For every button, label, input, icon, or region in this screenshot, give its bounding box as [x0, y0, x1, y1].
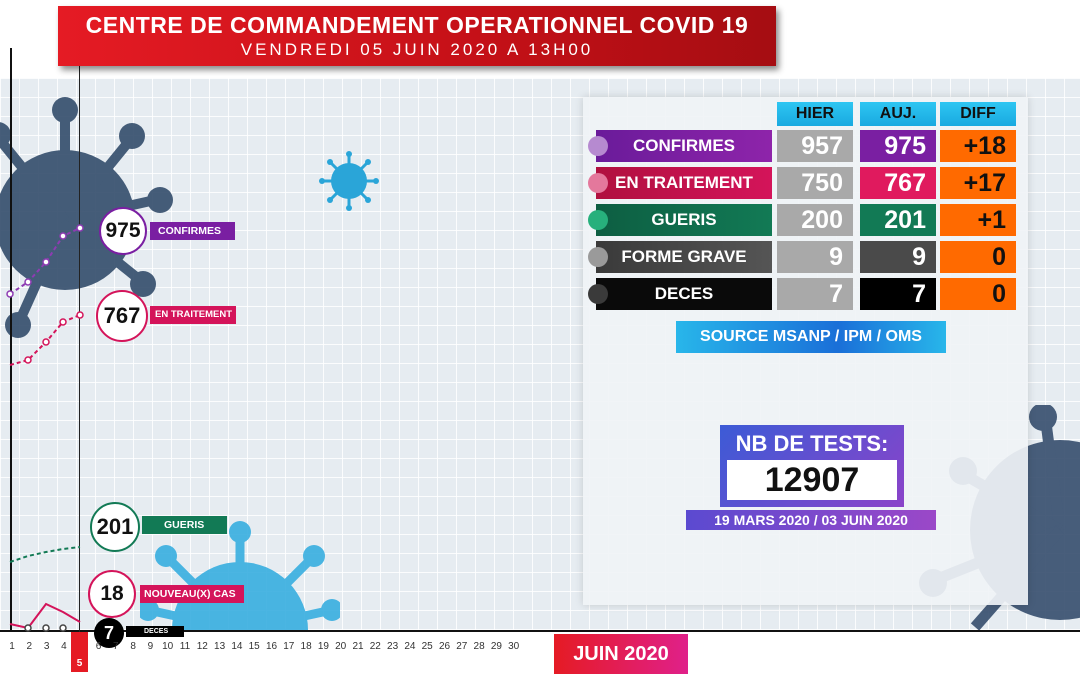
x-tick: 9	[147, 641, 154, 652]
row-dot-icon	[588, 210, 608, 230]
x-tick: 24	[404, 641, 416, 652]
col-head-diff: DIFF	[940, 102, 1016, 126]
tag-traitement: EN TRAITEMENT	[150, 306, 236, 324]
x-tick: 10	[162, 641, 174, 652]
row-dot-icon	[588, 247, 608, 267]
x-tick: 26	[438, 641, 451, 652]
x-tick: 18	[300, 641, 312, 652]
x-tick: 2	[26, 641, 33, 652]
x-tick: 12	[196, 641, 208, 652]
gueris-line	[9, 546, 81, 563]
x-tick: 30	[508, 641, 520, 652]
row-label-confirmes: CONFIRMES	[588, 130, 772, 162]
cell-hier-traitement: 750	[777, 167, 853, 199]
virus-icon-small-top	[319, 151, 379, 211]
cell-auj-confirmes: 975	[860, 130, 936, 162]
title-banner: CENTRE DE COMMANDEMENT OPERATIONNEL COVI…	[58, 6, 776, 66]
tag-confirmes: CONFIRMES	[150, 222, 235, 240]
row-dot-icon	[588, 173, 608, 193]
cell-hier-gueris: 200	[777, 204, 853, 236]
row-dot-icon	[588, 284, 608, 304]
x-tick: 6	[95, 641, 102, 652]
x-axis	[0, 630, 1080, 632]
x-tick: 1	[9, 641, 15, 652]
x-tick: 7	[113, 641, 119, 652]
x-tick: 15	[248, 641, 260, 652]
row-label-traitement: EN TRAITEMENT	[588, 167, 772, 199]
row-label-gueris: GUERIS	[588, 204, 772, 236]
x-tick: 28	[473, 641, 485, 652]
bubble-deces: 7	[94, 618, 124, 648]
cell-hier-forme-grave: 9	[777, 241, 853, 273]
cell-diff-deces: 0	[940, 278, 1016, 310]
col-head-hier: HIER	[777, 102, 853, 126]
cell-diff-forme-grave: 0	[940, 241, 1016, 273]
x-tick: 8	[130, 641, 136, 652]
x-tick: 16	[265, 641, 278, 652]
bubble-confirmes: 975	[99, 207, 147, 255]
x-tick: 19	[317, 641, 329, 652]
x-tick: 20	[335, 641, 347, 652]
cell-hier-confirmes: 957	[777, 130, 853, 162]
x-tick: 25	[421, 641, 433, 652]
cell-diff-traitement: +17	[940, 167, 1016, 199]
x-tick: 21	[352, 641, 364, 652]
x-tick: 23	[387, 641, 399, 652]
bubble-gueris: 201	[90, 502, 140, 552]
x-tick: 14	[231, 641, 243, 652]
tests-box: NB DE TESTS: 12907	[720, 425, 904, 507]
x-tick: 3	[43, 641, 50, 652]
cell-auj-deces: 7	[860, 278, 936, 310]
confirmes-line	[9, 227, 81, 295]
selected-day-marker[interactable]: 5	[71, 632, 88, 672]
cell-hier-deces: 7	[777, 278, 853, 310]
x-tick: 22	[369, 641, 381, 652]
x-tick: 4	[61, 641, 67, 652]
selected-day-label: 5	[76, 658, 83, 669]
x-tick: 29	[490, 641, 502, 652]
tag-gueris: GUERIS	[142, 516, 227, 534]
month-label: JUIN 2020	[554, 634, 688, 674]
tests-label: NB DE TESTS:	[735, 431, 889, 456]
cell-auj-traitement: 767	[860, 167, 936, 199]
bubble-traitement: 767	[96, 290, 148, 342]
col-head-auj: AUJ.	[860, 102, 936, 126]
tests-range: 19 MARS 2020 / 03 JUIN 2020	[686, 510, 936, 530]
cell-diff-confirmes: +18	[940, 130, 1016, 162]
nouveaux-line	[9, 602, 81, 630]
bubble-nouveaux: 18	[88, 570, 136, 618]
cell-auj-gueris: 201	[860, 204, 936, 236]
page-subtitle: VENDREDI 05 JUIN 2020 A 13H00	[240, 40, 594, 59]
tag-deces: DECES	[126, 626, 184, 637]
tag-nouveaux: NOUVEAU(X) CAS	[140, 585, 244, 603]
row-label-deces: DECES	[588, 278, 772, 310]
source-label: SOURCE MSANP / IPM / OMS	[676, 321, 946, 353]
x-tick: 27	[456, 641, 468, 652]
cell-auj-forme-grave: 9	[860, 241, 936, 273]
row-label-forme-grave: FORME GRAVE	[588, 241, 772, 273]
cell-diff-gueris: +1	[940, 204, 1016, 236]
tests-value: 12907	[727, 460, 897, 500]
y-axis	[10, 48, 12, 632]
current-day-line	[79, 40, 80, 632]
x-tick: 13	[214, 641, 226, 652]
row-dot-icon	[588, 136, 608, 156]
x-tick: 17	[283, 641, 295, 652]
page-title: CENTRE DE COMMANDEMENT OPERATIONNEL COVI…	[85, 12, 749, 38]
x-tick: 11	[179, 641, 191, 652]
